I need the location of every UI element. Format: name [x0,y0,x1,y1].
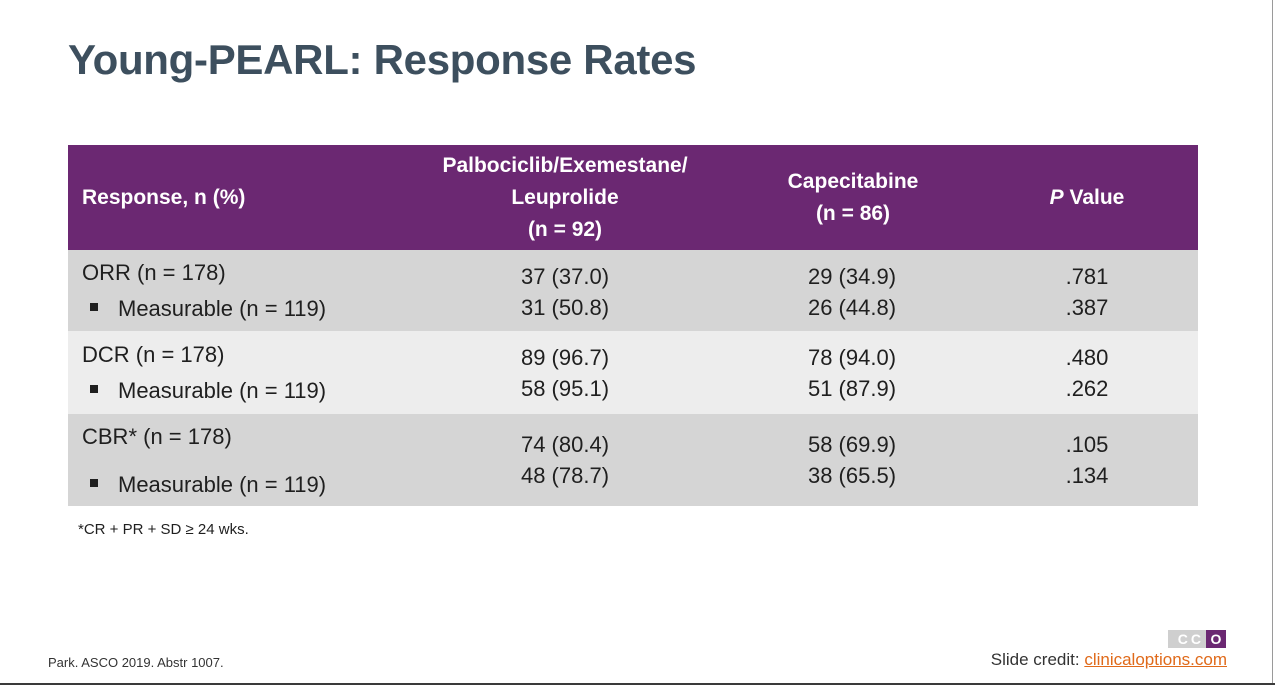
row-label: DCR (n = 178) [82,342,225,367]
slide-border-bottom [0,683,1275,685]
cell-p-main: .105 [1065,432,1109,457]
header-palbociclib: Palbociclib/Exemestane/ Leuprolide (n = … [418,145,712,250]
row-sub-label: Measurable (n = 119) [90,472,326,498]
cell-cape-main: 78 (94.0) [807,345,897,370]
slide-credit-prefix: Slide credit: [990,650,1085,669]
table-header: Response, n (%) Palbociclib/Exemestane/ … [68,145,1198,250]
header-palbociclib-line2: Leuprolide [511,185,619,209]
cell-p-sub: .134 [1065,463,1109,488]
bullet-icon [90,303,98,312]
row-sub-label: Measurable (n = 119) [90,296,326,322]
table-row-dcr: DCR (n = 178) Measurable (n = 119) 89 (9… [68,331,1198,414]
cell-cape-sub: 26 (44.8) [807,295,897,320]
header-p-value: P Value [998,145,1176,250]
row-label: ORR (n = 178) [82,260,226,285]
slide-title: Young-PEARL: Response Rates [68,36,697,83]
cell-palbo-sub: 48 (78.7) [520,463,610,488]
cco-logo-right: O [1206,630,1226,648]
cco-logo: CC O [1168,630,1226,648]
cell-p-sub: .262 [1065,376,1109,401]
cell-p-sub: .387 [1065,295,1109,320]
cell-cape-main: 58 (69.9) [807,432,897,457]
table-row-cbr: CBR* (n = 178) Measurable (n = 119) 74 (… [68,414,1198,506]
cell-palbo-sub: 31 (50.8) [520,295,610,320]
cell-palbo-sub: 58 (95.1) [520,376,610,401]
response-rates-table: Response, n (%) Palbociclib/Exemestane/ … [68,145,1198,506]
cell-palbo-main: 37 (37.0) [520,264,610,289]
cell-p-main: .781 [1065,264,1109,289]
header-p-italic: P [1049,185,1064,209]
header-palbociclib-line3: (n = 92) [527,217,603,241]
header-capecitabine-line2: (n = 86) [815,201,891,225]
header-capecitabine: Capecitabine (n = 86) [728,145,978,250]
slide-credit: Slide credit: clinicaloptions.com [991,650,1227,670]
cell-palbo-main: 74 (80.4) [520,432,610,457]
table-footnote: *CR + PR + SD ≥ 24 wks. [78,521,249,538]
slide-border-right [1272,0,1273,685]
cell-cape-main: 29 (34.9) [807,264,897,289]
row-sub-label: Measurable (n = 119) [90,378,326,404]
row-label: CBR* (n = 178) [82,424,232,449]
header-palbociclib-line1: Palbociclib/Exemestane/ [442,153,688,177]
bullet-icon [90,385,98,394]
cell-cape-sub: 38 (65.5) [807,463,897,488]
cell-cape-sub: 51 (87.9) [807,376,897,401]
cell-p-main: .480 [1065,345,1109,370]
cell-palbo-main: 89 (96.7) [520,345,610,370]
header-capecitabine-line1: Capecitabine [787,169,919,193]
clinicaloptions-link[interactable]: clinicaloptions.com [1084,650,1227,669]
bullet-icon [90,479,98,488]
cco-logo-left: CC [1168,630,1206,648]
table-row-orr: ORR (n = 178) Measurable (n = 119) 37 (3… [68,250,1198,331]
citation-reference: Park. ASCO 2019. Abstr 1007. [48,655,224,670]
header-response: Response, n (%) [82,185,246,209]
header-p-rest: Value [1063,185,1125,209]
